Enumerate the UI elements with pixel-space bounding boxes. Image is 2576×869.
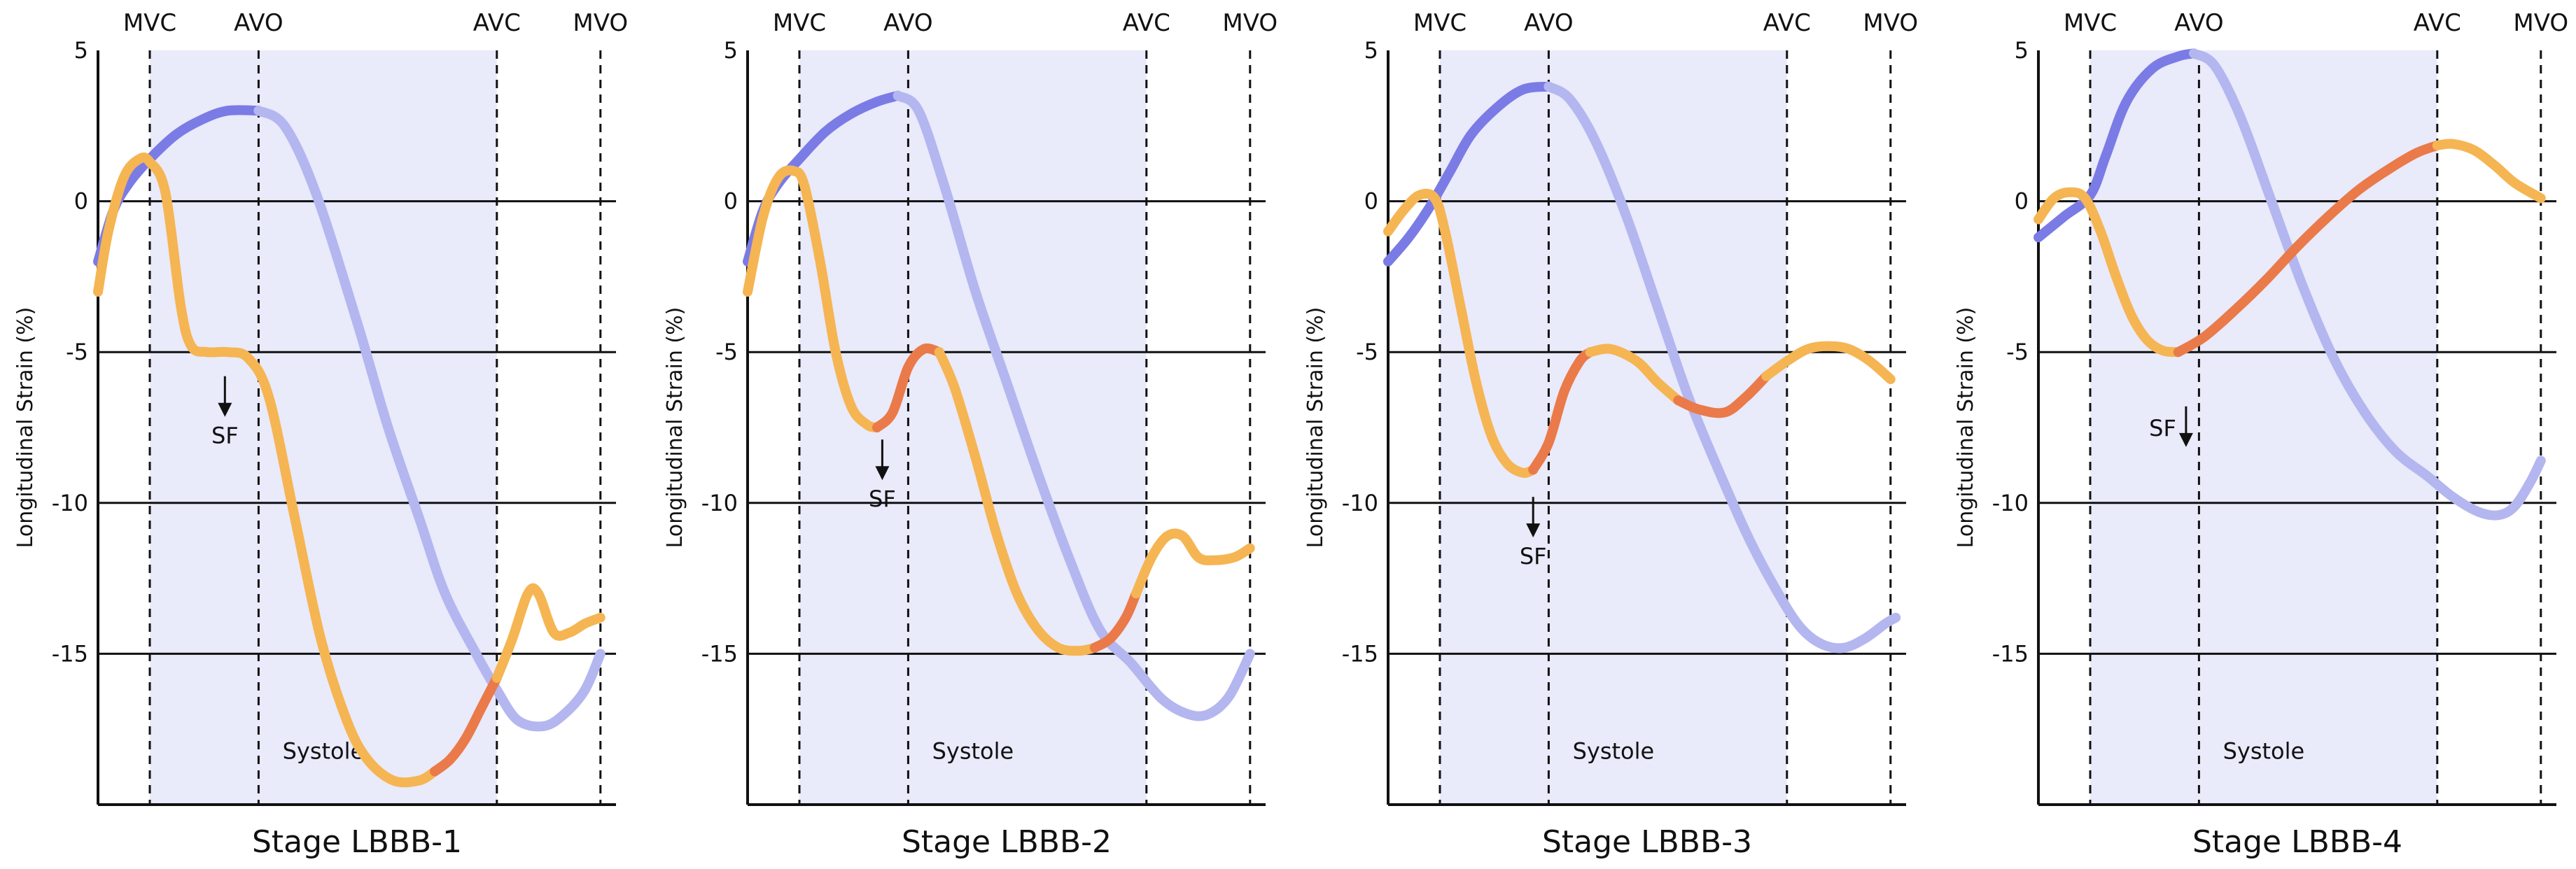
y-tick-label: 0: [2015, 188, 2029, 215]
y-tick-label: 5: [74, 37, 88, 64]
series-line-light-blue-segment: [253, 106, 606, 732]
event-label: AVO: [1524, 9, 1574, 37]
sf-arrow-head: [1526, 523, 1541, 538]
panel-title: Stage LBBB-4: [2192, 824, 2402, 860]
y-tick-label: -15: [1342, 640, 1378, 667]
series-line-yellow-tail: [1131, 528, 1255, 599]
series-line-yellow-segment: [743, 165, 882, 432]
series-line-yellow-segment: [93, 152, 440, 788]
sf-arrow-head: [218, 402, 232, 417]
y-tick-label: -10: [1992, 490, 2029, 516]
sf-arrow-head: [875, 466, 890, 481]
series-line-yellow-tail: [1761, 341, 1896, 384]
systole-label: Systole: [2223, 737, 2305, 764]
chart-panel-1: MVC AVO AVC MVO 5 0 -5 -10 -15 Longitudinal Strai…: [13, 9, 628, 860]
y-tick-label: 0: [74, 188, 88, 215]
y-tick-label: 5: [724, 37, 738, 64]
sf-arrow-head: [2178, 432, 2193, 447]
series-line-orange-dip: [1673, 371, 1772, 418]
chart-panel-4: MVC AVO AVC MVO 5 0 -5 -10 -15 Longitudinal Strai…: [1954, 9, 2568, 860]
panel-title: Stage LBBB-2: [902, 824, 1112, 860]
y-tick-label: -5: [2006, 339, 2029, 365]
y-axis-title: Longitudinal Strain (%): [1303, 307, 1328, 549]
y-tick-label: -15: [701, 640, 738, 667]
y-tick-label: -10: [1342, 490, 1378, 516]
event-label: AVO: [883, 9, 933, 37]
event-label: AVC: [473, 9, 521, 37]
y-tick-label: 5: [2015, 37, 2029, 64]
series-line-yellow-tail: [2432, 139, 2546, 204]
series-line-yellow-segment: [1383, 188, 1539, 478]
systole-label: Systole: [283, 737, 365, 764]
sf-label: SF: [1520, 543, 1547, 570]
y-tick-label: -15: [1992, 640, 2029, 667]
series-line-orange-segment: [430, 672, 502, 777]
systole-shading: [150, 50, 497, 805]
event-label: AVO: [2174, 9, 2224, 37]
chart-panel-3: MVC AVO AVC MVO 5 0 -5 -10 -15 Longitudinal Strai…: [1303, 9, 1918, 860]
y-tick-label: -5: [1356, 339, 1378, 365]
y-tick-label: -5: [66, 339, 88, 365]
series-line-orange-trough: [1089, 588, 1141, 653]
series-line-orange-bump: [872, 343, 944, 432]
y-tick-label: 5: [1364, 37, 1378, 64]
systole-shading: [799, 50, 1147, 805]
series-line-light-blue-segment: [892, 90, 1255, 721]
event-label: AVC: [1763, 9, 1811, 37]
sf-label: SF: [869, 486, 896, 512]
series-line-orange-rise: [1528, 347, 1595, 475]
series-line-yellow-segment: [2033, 187, 2183, 358]
y-axis-title: Longitudinal Strain (%): [663, 307, 687, 549]
event-label: MVO: [573, 9, 628, 37]
chart-panel-2: MVC AVO AVC MVO 5 0 -5 -10 -15 Longitudinal Strai…: [663, 9, 1278, 860]
event-label: MVC: [123, 9, 176, 37]
systole-shading: [2090, 50, 2437, 805]
systole-label: Systole: [932, 737, 1014, 764]
event-label: MVO: [2513, 9, 2568, 37]
y-tick-label: -5: [715, 339, 738, 365]
series-line-dark-blue-segment: [2033, 48, 2199, 243]
event-label: MVC: [773, 9, 826, 37]
event-label: AVC: [2414, 9, 2461, 37]
series-line-orange-rise: [2173, 140, 2442, 358]
event-label: MVO: [1222, 9, 1278, 37]
series-line-dark-blue-segment: [1383, 81, 1554, 267]
series-line-yellow-descent: [934, 347, 1100, 656]
series-line-yellow-tail: [491, 583, 606, 683]
y-tick-label: -10: [52, 490, 88, 516]
y-tick-label: -15: [52, 640, 88, 667]
y-tick-label: 0: [724, 188, 738, 215]
series-line-yellow-plateau: [1585, 344, 1684, 406]
y-tick-label: -10: [701, 490, 738, 516]
event-label: AVO: [234, 9, 284, 37]
panel-title: Stage LBBB-3: [1542, 824, 1752, 860]
sf-label: SF: [211, 423, 239, 449]
event-label: MVO: [1863, 9, 1918, 37]
event-label: MVC: [2064, 9, 2117, 37]
event-label: MVC: [1413, 9, 1466, 37]
y-tick-label: 0: [1364, 188, 1378, 215]
sf-label: SF: [2149, 415, 2176, 441]
systole-label: Systole: [1573, 737, 1655, 764]
series-line-light-blue-segment: [1544, 81, 1901, 653]
series-line-light-blue-segment: [2189, 48, 2546, 521]
y-axis-title: Longitudinal Strain (%): [13, 307, 38, 549]
y-axis-title: Longitudinal Strain (%): [1954, 307, 1978, 549]
panel-title: Stage LBBB-1: [252, 824, 462, 860]
event-label: AVC: [1123, 9, 1170, 37]
